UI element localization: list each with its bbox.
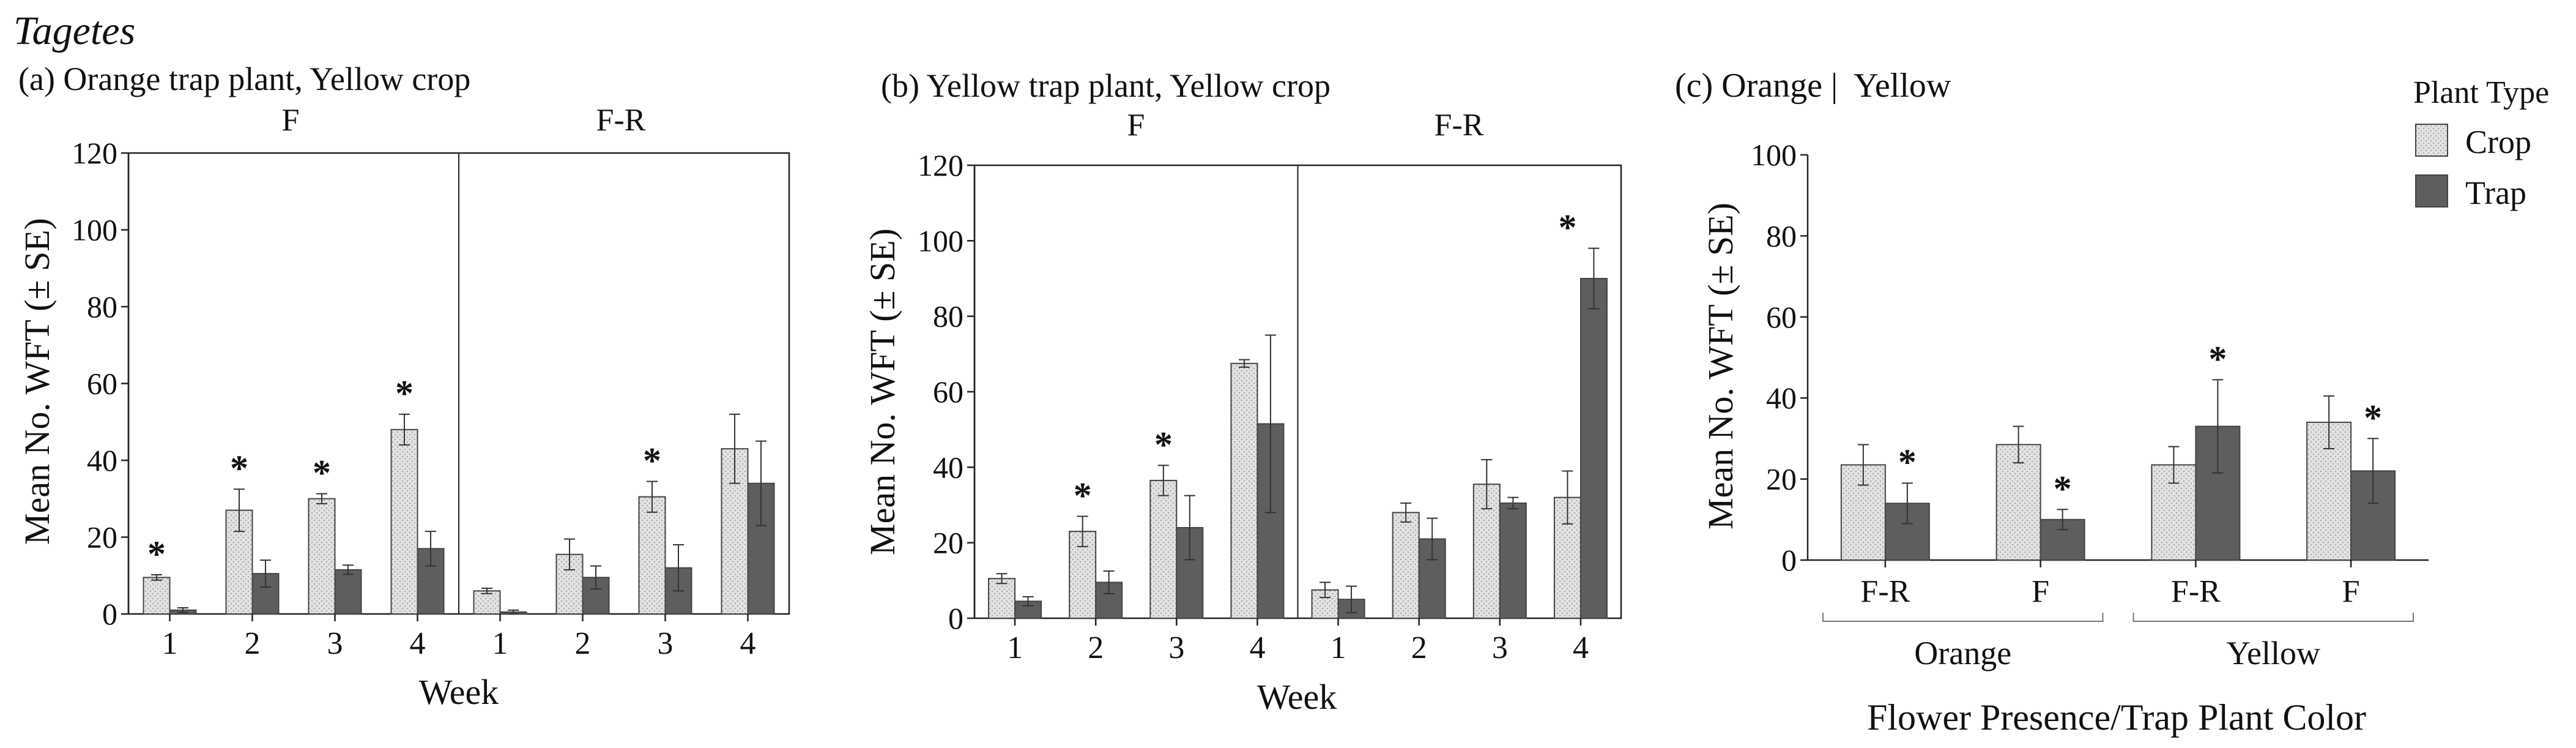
chart-c-group-bracket [2132, 613, 2414, 622]
chart-b-x-tick-label: 4 [1573, 630, 1589, 665]
chart-a-x-tick-label: 4 [740, 626, 756, 661]
chart-a-x-tick-label: 4 [410, 626, 426, 661]
chart-c-y-tick-label: 20 [1766, 462, 1797, 496]
chart-a-bar-crop [473, 590, 501, 615]
chart-a-bar-crop [638, 496, 666, 615]
chart-a-y-tick-label: 100 [72, 213, 117, 247]
chart-a-xlabel: Week [419, 672, 499, 712]
chart-c: (c) Orange | Yellow Mean No. WFT (± SE) … [1675, 67, 2429, 738]
legend-crop-swatch [2415, 124, 2448, 157]
chart-b-bar-crop [1069, 531, 1097, 619]
chart-a: (a) Orange trap plant, Yellow crop F F-R… [17, 61, 790, 712]
legend-title: Plant Type [2413, 75, 2549, 110]
chart-c-x-tick-label: F-R [1860, 574, 1910, 609]
chart-b-y-tick-label: 100 [918, 223, 963, 258]
chart-c-x-tick-label: F [2342, 574, 2360, 609]
chart-a-significance-marker: * [643, 441, 661, 481]
chart-a-significance-marker: * [147, 534, 166, 574]
chart-b-bar-crop [988, 578, 1016, 619]
legend-crop-label: Crop [2465, 124, 2531, 160]
chart-a-x-tick-label: 2 [575, 626, 591, 661]
chart-a-y-tick-label: 40 [87, 443, 117, 477]
chart-a-y-tick-label: 80 [87, 290, 117, 324]
legend-trap-swatch [2415, 174, 2448, 208]
chart-c-group-label: Orange [1914, 635, 2011, 671]
chart-a-x-tick-label: 1 [162, 626, 178, 661]
chart-a-significance-marker: * [230, 448, 248, 488]
chart-b-x-tick-label: 1 [1331, 630, 1346, 665]
chart-c-bar-crop [1995, 444, 2041, 561]
chart-a-panel-label-fr: F-R [596, 103, 646, 138]
chart-a-x-tick-label: 1 [492, 626, 508, 661]
chart-b-ylabel: Mean No. WFT (± SE) [863, 228, 902, 555]
chart-c-x-tick-label: F [2032, 574, 2049, 609]
chart-b-significance-marker: * [1154, 424, 1173, 465]
chart-c-y-tick-label: 100 [1751, 138, 1797, 172]
chart-b-y-tick-label: 40 [933, 450, 963, 484]
chart-a-ylabel: Mean No. WFT (± SE) [17, 218, 57, 545]
chart-c-xlabel: Flower Presence/Trap Plant Color [1867, 697, 2366, 738]
chart-b-panel-label-fr: F-R [1435, 108, 1484, 143]
chart-b-x-tick-label: 1 [1007, 630, 1023, 665]
chart-c-group-bracket [1822, 613, 2104, 622]
chart-a-x-tick-label: 3 [658, 626, 674, 661]
chart-c-x-tick-label: F-R [2171, 574, 2221, 609]
chart-b-bar-trap [1499, 502, 1527, 619]
chart-c-y-tick-label: 0 [1781, 543, 1797, 577]
chart-b-panel-label-f: F [1127, 108, 1145, 143]
chart-c-significance-marker: * [2364, 397, 2382, 438]
chart-c-significance-marker: * [1898, 442, 1917, 482]
chart-c-group-label: Yellow [2226, 635, 2320, 671]
chart-b-x-tick-label: 2 [1411, 630, 1427, 665]
chart-a-title: (a) Orange trap plant, Yellow crop [18, 61, 470, 97]
legend-trap-label: Trap [2465, 174, 2526, 211]
chart-b-x-tick-label: 2 [1088, 630, 1104, 665]
chart-c-title: (c) Orange | Yellow [1675, 67, 1951, 105]
chart-b-bar-crop [1149, 479, 1178, 619]
chart-a-x-tick-label: 3 [327, 626, 343, 661]
figure-genus: Tagetes [13, 9, 135, 53]
chart-a-panel-label-f: F [282, 103, 300, 138]
chart-c-significance-marker: * [2054, 468, 2072, 509]
chart-a-bar-crop [308, 498, 336, 615]
chart-b-bar-trap [1579, 278, 1608, 619]
chart-c-y-tick-label: 80 [1766, 219, 1797, 253]
chart-b-x-tick-label: 3 [1492, 630, 1508, 665]
chart-b: (b) Yellow trap plant, Yellow crop F F-R… [863, 67, 1622, 717]
chart-b-significance-marker: * [1074, 476, 1092, 516]
chart-b-y-tick-label: 80 [933, 299, 963, 334]
chart-c-significance-marker: * [2208, 338, 2227, 379]
chart-b-y-tick-label: 0 [948, 601, 963, 635]
chart-a-bar-crop [390, 428, 418, 615]
chart-c-y-tick-label: 40 [1766, 381, 1797, 415]
chart-a-y-tick-label: 20 [87, 520, 117, 555]
chart-c-ylabel: Mean No. WFT (± SE) [1701, 203, 1740, 529]
chart-b-xlabel: Week [1257, 677, 1337, 717]
chart-a-bar-trap [334, 569, 362, 615]
chart-b-significance-marker: * [1558, 208, 1576, 248]
legend: Plant Type Crop Trap [2413, 75, 2549, 211]
chart-c-y-tick-label: 60 [1766, 300, 1797, 334]
chart-b-bar-crop [1230, 362, 1258, 619]
chart-a-y-tick-label: 120 [72, 136, 117, 170]
chart-b-x-tick-label: 3 [1168, 630, 1184, 665]
chart-b-y-tick-label: 120 [918, 148, 963, 182]
chart-b-x-tick-label: 4 [1249, 630, 1265, 665]
chart-a-significance-marker: * [313, 453, 331, 493]
chart-a-significance-marker: * [395, 373, 414, 414]
chart-b-y-tick-label: 20 [933, 526, 963, 560]
chart-a-y-tick-label: 60 [87, 367, 117, 401]
chart-b-bar-crop [1392, 512, 1420, 619]
chart-b-title: (b) Yellow trap plant, Yellow crop [881, 67, 1331, 104]
chart-a-bar-crop [143, 577, 171, 615]
chart-b-y-tick-label: 60 [933, 375, 963, 409]
chart-a-y-tick-label: 0 [102, 597, 117, 631]
chart-a-x-tick-label: 2 [245, 626, 261, 661]
